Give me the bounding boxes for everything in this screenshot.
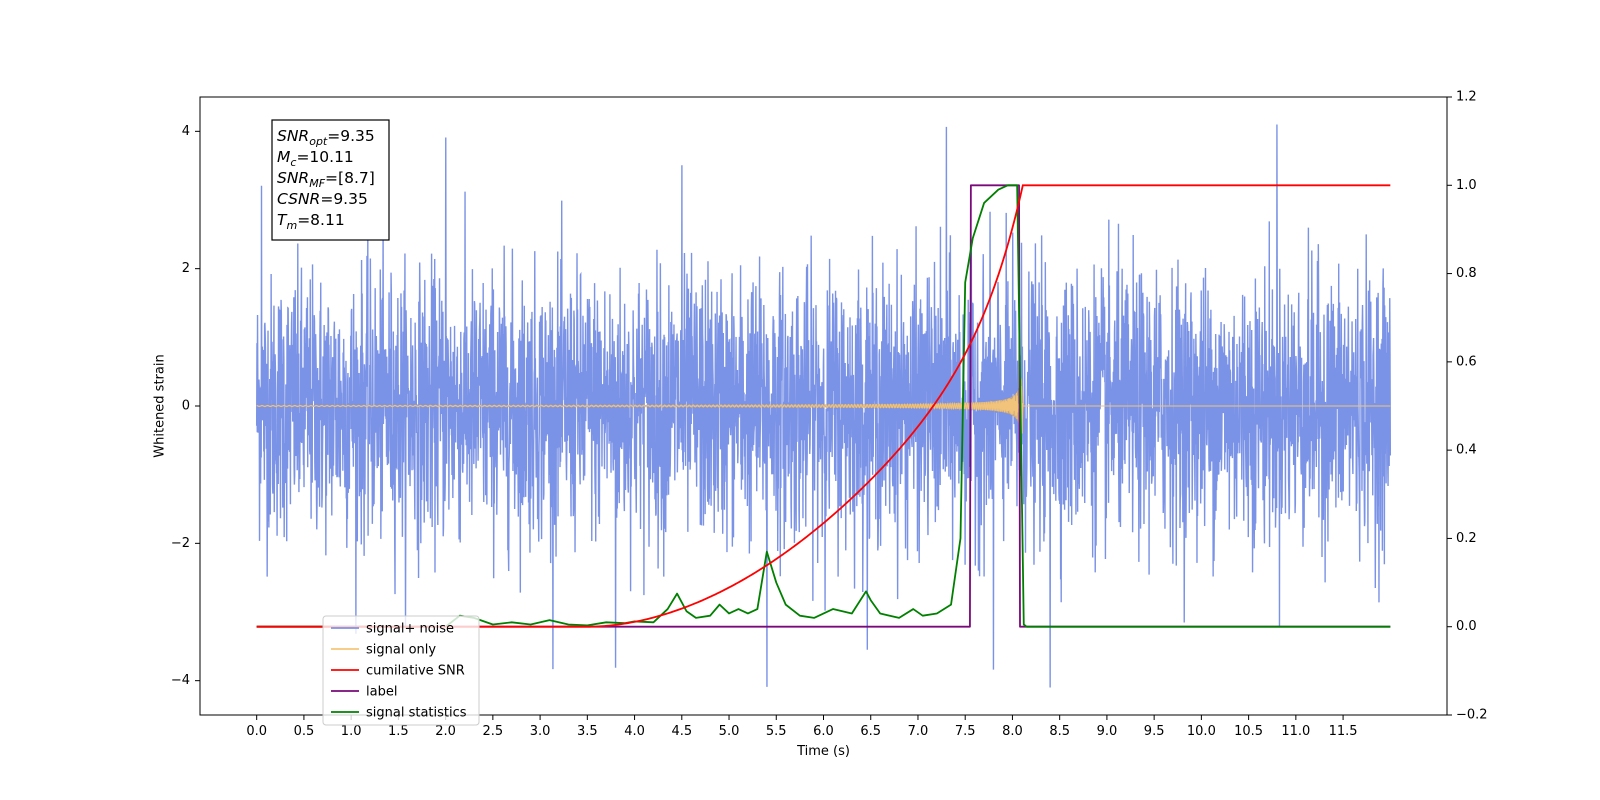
y-right-tick-label: 0.8: [1456, 266, 1477, 281]
x-axis-label: Time (s): [796, 744, 850, 759]
x-tick-label: 3.0: [530, 724, 551, 739]
annotation-line: SNRMF=[8.7]: [277, 169, 375, 190]
x-tick-label: 6.5: [860, 724, 881, 739]
series-line-signal-statistics: [256, 184, 1391, 628]
annotation-symbol: CSNR: [277, 190, 320, 208]
annotation-value: =[8.7]: [325, 169, 375, 187]
x-tick-label: 6.0: [813, 724, 834, 739]
x-tick-label: 8.5: [1049, 724, 1070, 739]
legend-label: cumilative SNR: [366, 664, 465, 679]
x-tick-label: 7.0: [908, 724, 929, 739]
annotation-symbol: T: [277, 211, 288, 229]
y-right-tick-label: 1.0: [1456, 178, 1477, 193]
annotation-value: =9.35: [320, 190, 368, 208]
metrics-annotation-box: SNRopt=9.35Mc=10.11SNRMF=[8.7]CSNR=9.35T…: [271, 119, 390, 241]
x-tick-label: 1.5: [388, 724, 409, 739]
x-tick-label: 0.0: [246, 724, 267, 739]
annotation-subscript: m: [286, 219, 297, 232]
x-tick-label: 9.0: [1097, 724, 1118, 739]
x-tick-label: 4.0: [624, 724, 645, 739]
annotation-line: SNRopt=9.35: [277, 127, 375, 148]
x-tick-label: 1.0: [341, 724, 362, 739]
x-tick-label: 10.5: [1234, 724, 1263, 739]
annotation-frame: [271, 119, 390, 241]
y-left-tick-label: 4: [182, 124, 190, 139]
x-tick-label: 9.5: [1144, 724, 1165, 739]
y-right-tick-label: 1.2: [1456, 90, 1477, 105]
legend-frame: [322, 615, 480, 726]
y-left-tick-label: 2: [182, 261, 190, 276]
legend-label: signal statistics: [366, 706, 467, 721]
y-axis-right: −0.2 0.0 0.2 0.4 0.6 0.8 1.0 1.2: [1447, 90, 1488, 723]
annotation-subscript: c: [290, 156, 296, 169]
x-tick-label: 3.5: [577, 724, 598, 739]
y-right-tick-label: −0.2: [1456, 708, 1488, 723]
annotation-line: Mc=10.11: [277, 148, 354, 169]
y-right-tick-label: 0.0: [1456, 619, 1477, 634]
annotation-subscript: opt: [309, 135, 328, 148]
series-line-cumulative-snr: [256, 184, 1391, 628]
y-right-tick-label: 0.4: [1456, 443, 1477, 458]
plot-area: [255, 124, 1392, 688]
y-right-tick-label: 0.6: [1456, 354, 1477, 369]
y-axis-left: −4 −2 0 2 4: [171, 124, 200, 688]
y-left-tick-label: 0: [182, 399, 190, 414]
legend-label: label: [366, 685, 397, 700]
legend-label: signal+ noise: [366, 622, 454, 637]
x-tick-label: 2.0: [435, 724, 456, 739]
annotation-symbol: SNR: [277, 169, 309, 187]
annotation-subscript: MF: [309, 177, 325, 190]
y-right-tick-label: 0.2: [1456, 531, 1477, 546]
y-left-tick-label: −4: [171, 673, 190, 688]
x-tick-label: 8.0: [1002, 724, 1023, 739]
x-tick-label: 5.0: [719, 724, 740, 739]
x-tick-label: 7.5: [955, 724, 976, 739]
x-tick-label: 5.5: [766, 724, 787, 739]
legend-label: signal only: [366, 643, 436, 658]
annotation-line: Tm=8.11: [277, 211, 345, 232]
x-tick-label: 2.5: [483, 724, 504, 739]
series-line-signal-noise: [255, 124, 1392, 688]
x-tick-label: 4.5: [671, 724, 692, 739]
annotation-symbol: SNR: [277, 127, 309, 145]
x-tick-label: 10.0: [1187, 724, 1216, 739]
series-line-signal-only: [256, 385, 1391, 434]
annotation-value: =10.11: [296, 148, 353, 166]
legend: signal+ noise signal only cumilative SNR la…: [322, 615, 480, 726]
x-tick-label: 0.5: [294, 724, 315, 739]
y-left-tick-label: −2: [171, 536, 190, 551]
annotation-line: CSNR=9.35: [277, 190, 368, 208]
x-axis: 0.0 0.5 1.0 1.5 2.0 2.5 3.0 3.5 4.0 4.5 5.0 5.5 6.0 6…: [246, 715, 1358, 739]
annotation-symbol: M: [277, 148, 290, 166]
annotation-value: =8.11: [297, 211, 345, 229]
y-axis-label: Whitened strain: [153, 354, 168, 457]
annotation-value: =9.35: [327, 127, 375, 145]
x-tick-label: 11.5: [1329, 724, 1358, 739]
x-tick-label: 11.0: [1281, 724, 1310, 739]
